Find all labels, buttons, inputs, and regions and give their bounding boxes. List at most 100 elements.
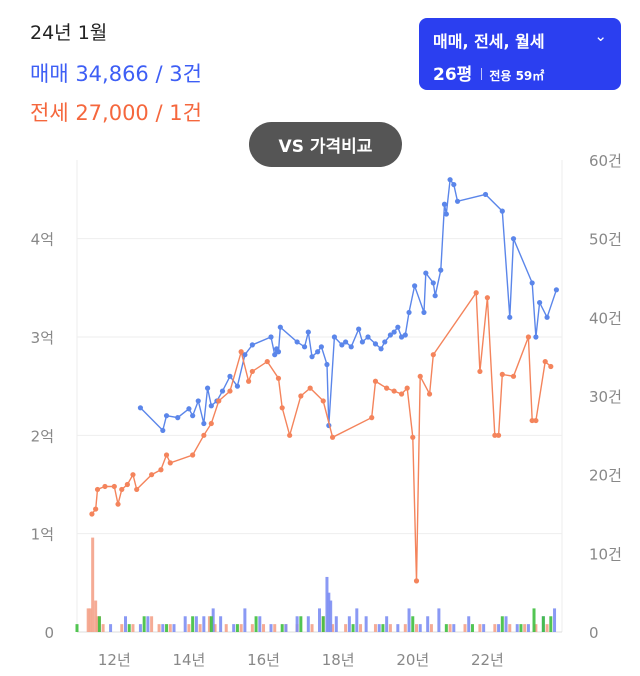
x-tick-label: 16년 — [247, 651, 280, 669]
rent-price-point — [391, 388, 397, 394]
price-compare-button[interactable]: VS 가격비교 — [249, 122, 402, 167]
rent-volume-bar — [224, 624, 228, 632]
sale-volume-bar — [553, 608, 557, 632]
rent-price-point — [473, 290, 479, 296]
monthly-volume-bar — [142, 616, 146, 632]
y-left-tick-label: 1억 — [31, 526, 54, 544]
monthly-volume-bar — [280, 624, 284, 632]
rent-price-point — [216, 398, 222, 404]
pyeong-label: 26평 — [433, 65, 473, 85]
monthly-volume-bar — [235, 624, 239, 632]
sale-price-point — [544, 314, 550, 320]
rent-volume-bar — [493, 624, 497, 632]
rent-volume-bar — [131, 624, 135, 632]
rent-volume-bar — [91, 537, 95, 632]
rent-price-point — [529, 417, 535, 424]
sale-volume-bar — [161, 624, 165, 632]
sale-summary: 매매 34,866 / 3건 — [30, 62, 202, 86]
monthly-volume-bar — [541, 616, 545, 632]
y-left-tick-label: 0 — [44, 624, 54, 642]
sale-price-point — [275, 349, 282, 355]
sale-price-point — [533, 334, 539, 340]
rent-volume-bar — [150, 616, 154, 632]
rent-volume-bar — [331, 624, 335, 632]
rent-volume-bar — [415, 624, 418, 632]
sale-price-point — [163, 413, 170, 419]
rent-price-point — [320, 398, 326, 404]
rent-price-point — [134, 486, 140, 493]
monthly-volume-bar — [444, 624, 448, 632]
rent-price-point — [130, 472, 136, 478]
monthly-volume-bar — [191, 616, 195, 632]
rent-price-point — [163, 452, 170, 458]
sale-volume-bar — [211, 608, 215, 632]
rent-price-point — [238, 349, 244, 355]
y-right-tick-label: 40건 — [589, 309, 622, 327]
monthly-volume-bar — [351, 624, 355, 632]
sale-volume-bar — [202, 616, 206, 632]
rent-price-point — [484, 295, 490, 301]
sale-volume-bar — [194, 616, 198, 632]
sale-price-point — [219, 388, 226, 394]
sale-volume-bar — [327, 592, 331, 632]
rent-volume-bar — [359, 624, 363, 632]
sale-price-point — [451, 181, 457, 188]
y-right-tick-label: 20건 — [589, 467, 622, 485]
rent-price-point — [287, 432, 293, 438]
y-right-tick-label: 10건 — [589, 545, 622, 563]
rent-price-point — [119, 486, 125, 493]
sale-price-point — [324, 361, 330, 368]
monthly-volume-bar — [532, 608, 536, 632]
rent-volume-bar — [478, 624, 482, 632]
monthly-volume-bar — [75, 624, 79, 632]
x-tick-label: 22년 — [471, 651, 504, 669]
rent-price-point — [167, 460, 173, 466]
sale-price-point — [204, 385, 211, 391]
rent-volume-bar — [344, 624, 348, 632]
rent-volume-bar — [463, 624, 467, 632]
sale-price-point — [454, 198, 461, 204]
sale-price-point — [195, 398, 201, 404]
sale-price-point — [348, 344, 354, 350]
monthly-volume-bar — [97, 616, 101, 632]
rent-price-point — [510, 373, 517, 379]
deal-type-area-selector[interactable]: 매매, 전세, 월세 ⌄ 26평 전용 59㎡ — [419, 18, 621, 90]
rent-volume-bar — [207, 616, 211, 632]
sale-price-line — [139, 177, 558, 432]
rent-volume-bar — [523, 624, 527, 632]
sale-volume-bar — [482, 624, 486, 632]
sale-price-point — [382, 339, 388, 345]
rent-price-point — [190, 452, 196, 458]
rent-volume-bar — [96, 616, 100, 632]
sale-price-point — [318, 344, 324, 350]
rent-price-point — [149, 472, 155, 478]
rent-price-point — [384, 385, 390, 391]
monthly-volume-bar — [519, 624, 523, 632]
sale-volume-bar — [377, 624, 381, 632]
rent-volume-bar — [88, 608, 92, 632]
sale-price-point — [510, 236, 517, 242]
sale-volume-bar — [437, 608, 441, 632]
sale-volume-bar — [243, 608, 247, 632]
rent-price-point — [124, 481, 130, 488]
sale-volume-bar — [284, 624, 288, 632]
rent-price-point — [404, 385, 410, 391]
rent-volume-bar — [168, 624, 172, 632]
rent-volume-bar — [373, 624, 377, 632]
sale-price-point — [441, 201, 448, 207]
y-right-tick-label: 60건 — [589, 152, 622, 170]
monthly-volume-bar — [254, 616, 258, 632]
rent-volume-bar — [198, 624, 202, 632]
sale-price-point — [137, 405, 144, 411]
sale-volume-bar — [232, 624, 236, 632]
rent-volume-bar — [213, 624, 217, 632]
rent-price-point — [329, 434, 336, 440]
sale-volume-bar — [172, 624, 176, 632]
sale-price-point — [309, 354, 315, 360]
rent-volume-bar — [534, 624, 538, 632]
monthly-volume-bar — [381, 624, 385, 632]
rent-price-point — [279, 405, 285, 411]
rent-price-point — [369, 415, 375, 421]
monthly-volume-bar — [209, 616, 213, 632]
